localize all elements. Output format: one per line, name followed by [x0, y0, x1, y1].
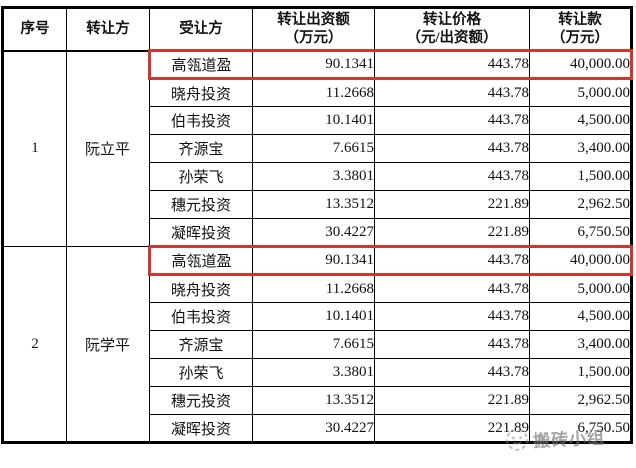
cell-serial-number: 2: [2, 246, 67, 443]
cell-amount: 10.1401: [252, 302, 375, 331]
cell-price: 443.78: [374, 358, 530, 387]
cell-payment: 4,500.00: [529, 302, 632, 331]
header-text: 序号: [20, 21, 50, 38]
header-transfer-payment: 转让款 （万元）: [529, 7, 632, 52]
table-row: 晓舟投资 11.2668 443.78 5,000.00: [3, 274, 632, 303]
cell-transferee: 孙荣飞: [149, 358, 253, 387]
cell-transferor: 阮学平: [66, 246, 150, 443]
cell-amount: 13.3512: [252, 386, 375, 415]
cell-transferee: 穗元投资: [149, 190, 253, 219]
header-text: （万元）: [284, 30, 343, 46]
cell-price: 443.78: [374, 330, 530, 359]
cell-payment: 3,400.00: [529, 330, 632, 359]
cell-payment: 40,000.00: [529, 245, 633, 276]
cell-amount: 30.4227: [252, 218, 375, 247]
cell-price: 443.78: [374, 302, 530, 331]
cell-transferee: 伯韦投资: [149, 106, 253, 135]
share-transfer-table: 序号 转让方 受让方 转让出资额 （万元） 转让价格 （元/出资额） 转让款 （万元）…: [1, 6, 633, 444]
cell-amount: 3.3801: [252, 358, 375, 387]
cell-price: 443.78: [374, 245, 530, 276]
cell-payment: 5,000.00: [529, 274, 632, 303]
cell-amount: 90.1341: [252, 49, 375, 80]
header-text: 转让价格: [423, 11, 481, 28]
cell-price: 221.89: [374, 386, 530, 415]
cell-transferee: 晓舟投资: [149, 274, 253, 303]
header-row: 序号 转让方 受让方 转让出资额 （万元） 转让价格 （元/出资额） 转让款 （万元）: [2, 7, 632, 52]
header-text: （万元）: [551, 30, 609, 46]
cell-transferee: 齐源宝: [149, 330, 253, 359]
cell-amount: 90.1341: [252, 245, 375, 276]
cell-transferee: 高瓴道盈: [148, 245, 253, 276]
table-row: 穗元投资 13.3512 221.89 2,962.50: [3, 386, 632, 415]
header-transferee: 受让方: [149, 7, 253, 52]
cell-transferee: 凝晖投资: [149, 218, 253, 247]
cell-transferee: 穗元投资: [149, 386, 253, 415]
table-row: 凝晖投资 30.4227 221.89 6,750.50: [3, 218, 632, 247]
header-text: 转让款: [558, 11, 602, 28]
cell-payment: 6,750.50: [529, 414, 632, 443]
cell-price: 443.78: [374, 162, 530, 191]
cell-price: 443.78: [374, 78, 530, 107]
cell-transferee: 高瓴道盈: [148, 49, 253, 80]
table-row: 齐源宝 7.6615 443.78 3,400.00: [3, 134, 632, 163]
cell-amount: 10.1401: [252, 106, 375, 135]
header-text: 转让出资额: [277, 11, 350, 28]
cell-amount: 30.4227: [252, 414, 375, 443]
cell-amount: 11.2668: [252, 78, 375, 107]
header-text: 受让方: [179, 20, 223, 37]
cell-payment: 2,962.50: [529, 190, 632, 219]
cell-transferor: 阮立平: [66, 50, 150, 247]
header-transfer-amount: 转让出资额 （万元）: [252, 7, 375, 52]
cell-price: 221.89: [374, 218, 530, 247]
cell-transferee: 孙荣飞: [149, 162, 253, 191]
table-row: 1 阮立平 高瓴道盈 90.1341 443.78 40,000.00: [2, 49, 633, 247]
cell-transferee: 齐源宝: [149, 134, 253, 163]
cell-amount: 11.2668: [252, 274, 375, 303]
cell-price: 221.89: [374, 190, 530, 219]
table-row: 穗元投资 13.3512 221.89 2,962.50: [3, 190, 632, 219]
cell-transferee: 伯韦投资: [149, 302, 253, 331]
cell-payment: 40,000.00: [529, 49, 633, 80]
table-row: 凝晖投资 30.4227 221.89 6,750.50: [3, 414, 632, 443]
cell-payment: 1,500.00: [529, 358, 632, 387]
header-text: （元/出资额）: [406, 30, 498, 46]
table-row: 晓舟投资 11.2668 443.78 5,000.00: [3, 78, 632, 107]
cell-payment: 5,000.00: [529, 78, 632, 107]
cell-amount: 7.6615: [252, 330, 375, 359]
cell-price: 443.78: [374, 106, 530, 135]
cell-amount: 3.3801: [252, 162, 375, 191]
cell-serial-number: 1: [2, 50, 67, 247]
cell-transferee: 凝晖投资: [149, 414, 253, 443]
cell-amount: 7.6615: [252, 134, 375, 163]
cell-payment: 6,750.50: [529, 218, 632, 247]
cell-price: 443.78: [374, 49, 530, 80]
table-row: 孙荣飞 3.3801 443.78 1,500.00: [3, 162, 632, 191]
table-row: 伯韦投资 10.1401 443.78 4,500.00: [3, 302, 632, 331]
cell-price: 443.78: [374, 134, 530, 163]
cell-payment: 3,400.00: [529, 134, 632, 163]
header-transfer-price: 转让价格 （元/出资额）: [374, 7, 530, 52]
header-text: 转让方: [86, 21, 130, 38]
cell-payment: 2,962.50: [529, 386, 632, 415]
table-row: 伯韦投资 10.1401 443.78 4,500.00: [3, 106, 632, 135]
cell-transferee: 晓舟投资: [149, 78, 253, 107]
table-row: 2 阮学平 高瓴道盈 90.1341 443.78 40,000.00: [2, 245, 633, 443]
cell-price: 221.89: [374, 414, 530, 443]
cell-price: 443.78: [374, 274, 530, 303]
header-serial-number: 序号: [2, 7, 67, 52]
header-transferor: 转让方: [66, 7, 150, 52]
cell-amount: 13.3512: [252, 190, 375, 219]
cell-payment: 1,500.00: [529, 162, 632, 191]
cell-payment: 4,500.00: [529, 106, 632, 135]
